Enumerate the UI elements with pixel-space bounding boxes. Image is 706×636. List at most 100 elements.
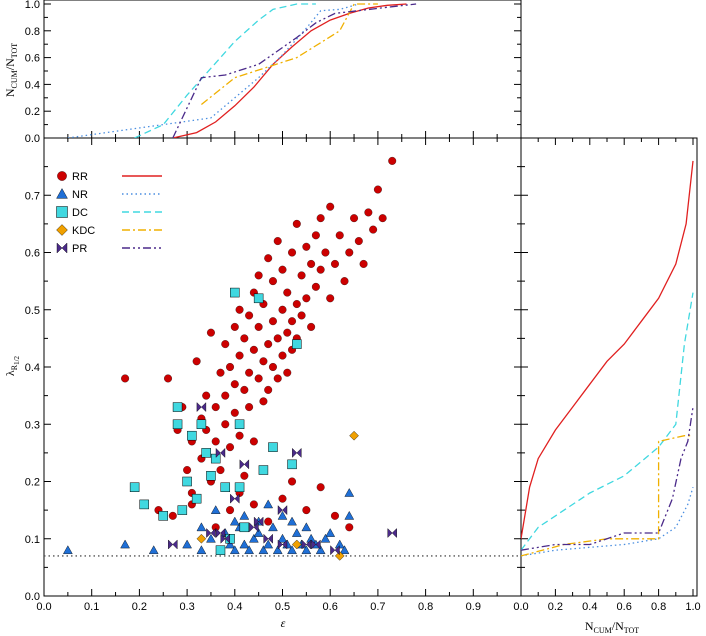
legend-marker [56,224,68,236]
pr-point [301,539,307,550]
legend-marker [56,188,68,199]
rr-point [278,265,287,274]
pr-point-half [282,539,288,550]
dc-point [220,482,231,492]
right-line-dc [521,292,694,551]
dc-point [201,448,211,458]
x-axis-title: ε [281,616,286,630]
pr-point-half [315,539,321,550]
pr-point-half [306,539,312,550]
rr-point [254,374,263,383]
pr-point [277,539,283,550]
nr-point [182,539,192,549]
nr-point [263,539,274,549]
pr-point-half [282,505,288,516]
dc-point [182,476,192,487]
rr-point [211,403,220,412]
nr-point [306,533,316,543]
legend-marker-half [61,242,68,254]
rr-point [321,248,330,257]
rr-point [278,351,287,360]
pr-point [277,505,283,516]
rr-point [264,340,273,349]
top-y-tick-label: 0.6 [25,53,40,65]
legend-item-dc: DC [56,206,162,219]
rr-point [302,506,311,515]
nr-point [277,533,288,543]
pr-point [249,522,255,533]
pr-point-half [244,459,250,470]
right-panel-frame [520,137,698,597]
nr-point [196,522,207,532]
right-x-title-mid: /N [612,619,624,633]
rr-point [288,248,297,257]
rr-point [340,277,349,286]
pr-point-half [224,533,230,544]
dc-point [239,522,250,533]
dc-point [253,293,264,304]
x-tick-label: 0.5 [275,601,290,613]
legend-marker [56,206,68,218]
dc-point [191,493,202,504]
rr-point [249,437,258,446]
rr-point [211,437,220,446]
rr-point [254,271,263,280]
kdc-point [292,539,302,550]
rr-point [230,408,239,417]
y-tick-label: 0.3 [25,419,40,431]
dc-point [287,459,297,470]
rr-point [226,443,235,452]
top-y-title-sub2: TOT [10,43,19,59]
nr-point [320,533,331,543]
series-rr [121,156,397,532]
top-line-kdc [200,3,378,106]
x-tick-label: 0.3 [179,601,194,613]
right-x-title-n: N [585,619,594,633]
rr-point [326,294,335,303]
dc-point [234,419,245,429]
rr-point [221,391,230,400]
rr-point [230,322,239,331]
legend-marker [56,242,63,254]
legend-label: PR [72,243,87,255]
nr-point [334,539,345,549]
right-x-tick-label: 0.2 [548,601,563,613]
rr-point [211,523,220,532]
nr-point [229,516,240,526]
rr-point [388,156,397,165]
tick-labels: 0.0 0.1 0.2 0.3 0.4 0.5 0.6 0.7 0.8 0.9 0.0 0.1 0.2 0… [25,0,701,613]
top-y-axis-title: NCUM/NTOT [3,43,19,97]
rr-point [235,351,244,360]
legend-marker [57,171,67,181]
top-line-rr [172,3,407,138]
legend-item-nr: NR [56,188,162,201]
rr-point [307,322,316,331]
pr-point-half [234,493,240,504]
pr-point [206,528,212,539]
rr-point [235,431,244,440]
rr-point [268,317,277,326]
y-tick-label: 0.7 [25,190,40,202]
dc-point [172,402,183,412]
nr-point [249,533,259,543]
legend-item-rr: RR [57,171,162,183]
nr-point [258,545,269,554]
y-tick-label: 0.5 [25,305,40,317]
rr-point [264,254,273,263]
y-tick-label: 0.4 [25,362,40,374]
legend-label: NR [72,189,88,201]
y-axis-title: λR1/2 [3,355,21,376]
rr-point [297,311,306,320]
rr-point [202,391,211,400]
rr-point [283,328,292,337]
pr-point [253,516,259,527]
right-line-pr [521,407,694,551]
rr-point [292,300,301,308]
dc-point [210,453,221,464]
nr-point [272,545,283,554]
pr-point-half [220,447,226,458]
nr-point [339,545,350,554]
rr-point [216,368,225,377]
nr-point [225,539,235,549]
tick-marks [43,3,694,597]
